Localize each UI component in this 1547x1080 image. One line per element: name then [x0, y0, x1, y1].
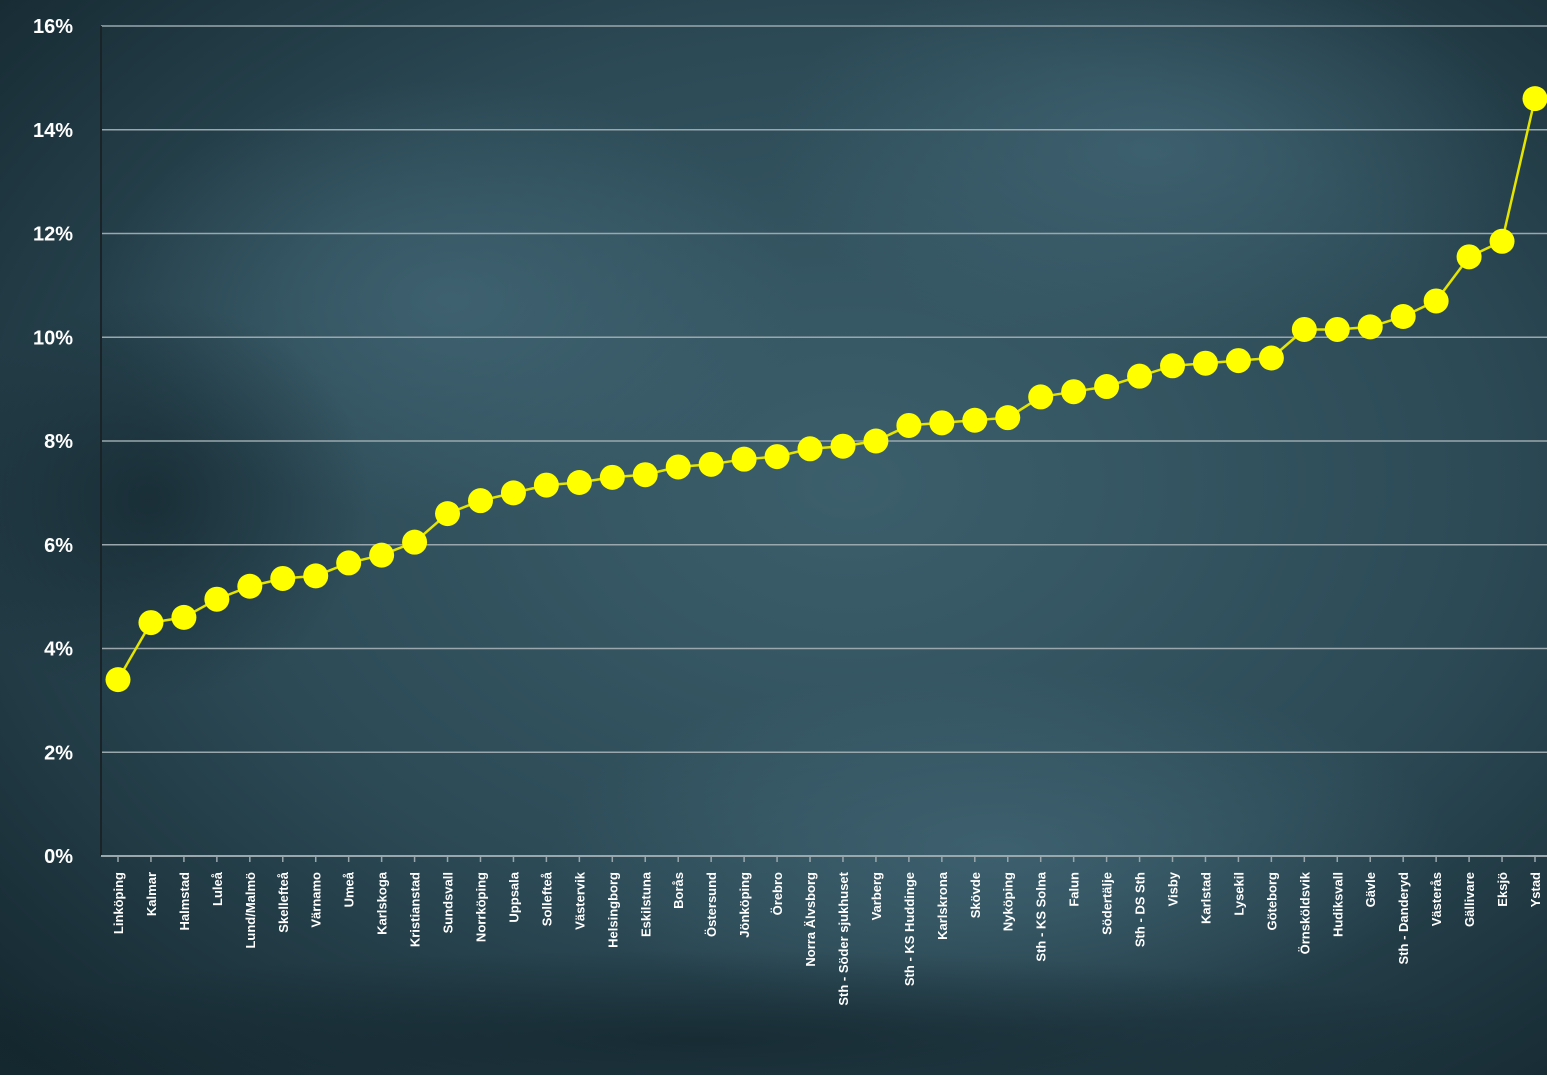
data-point	[336, 550, 361, 575]
x-tick-label: Jönköping	[737, 872, 752, 938]
x-tick-label: Gävle	[1363, 872, 1378, 907]
x-tick-label: Ystad	[1528, 872, 1543, 907]
data-point	[830, 434, 855, 459]
x-tick-label: Västervik	[572, 871, 587, 930]
data-point	[1457, 244, 1482, 269]
x-tick-label: Sth - DS Sth	[1133, 872, 1148, 947]
data-point	[171, 605, 196, 630]
data-point	[732, 447, 757, 472]
y-tick-label: 4%	[44, 639, 73, 661]
data-point	[435, 501, 460, 526]
y-tick-label: 6%	[44, 535, 73, 557]
data-point	[138, 610, 163, 635]
y-tick-label: 8%	[44, 431, 73, 453]
x-tick-label: Skellefteå	[276, 871, 291, 932]
y-tick-label: 10%	[33, 327, 73, 349]
data-point	[369, 543, 394, 568]
x-tick-label: Södertälje	[1100, 872, 1115, 935]
x-tick-label: Sundsvall	[441, 872, 456, 933]
x-tick-label: Skövde	[968, 872, 983, 918]
data-point	[402, 530, 427, 555]
data-point	[534, 473, 559, 498]
data-point	[1391, 304, 1416, 329]
data-point	[237, 574, 262, 599]
x-tick-label: Hudiksvall	[1330, 872, 1345, 937]
data-point	[1160, 353, 1185, 378]
data-point	[600, 465, 625, 490]
data-point	[1028, 384, 1053, 409]
x-tick-label: Helsingborg	[605, 872, 620, 948]
data-point	[1523, 86, 1547, 111]
data-point	[1061, 379, 1086, 404]
y-tick-label: 0%	[44, 846, 73, 868]
x-tick-label: Gällivare	[1462, 872, 1477, 927]
x-tick-label: Kalmar	[144, 872, 159, 916]
data-point	[270, 566, 295, 591]
x-tick-label: Örnsköldsvik	[1297, 871, 1312, 954]
x-tick-label: Eksjö	[1495, 872, 1510, 907]
y-tick-label: 14%	[33, 120, 73, 142]
x-tick-label: Linköping	[111, 872, 126, 934]
x-tick-label: Luleå	[210, 871, 225, 906]
x-tick-label: Västerås	[1429, 872, 1444, 926]
x-tick-label: Eskilstuna	[638, 871, 653, 937]
data-point	[962, 408, 987, 433]
data-point	[106, 667, 131, 692]
data-point	[863, 429, 888, 454]
x-tick-label: Örebro	[770, 872, 785, 915]
data-point	[501, 480, 526, 505]
data-point	[1259, 346, 1284, 371]
x-tick-label: Norrköping	[473, 872, 488, 942]
x-tick-label: Karlstad	[1198, 872, 1213, 924]
x-tick-label: Sth - Söder sjukhuset	[836, 871, 851, 1005]
data-point	[765, 444, 790, 469]
x-tick-label: Sth - KS Huddinge	[902, 872, 917, 986]
x-tick-label: Sth - Danderyd	[1396, 872, 1411, 965]
x-tick-label: Borås	[671, 872, 686, 909]
x-tick-label: Lysekil	[1231, 872, 1246, 916]
data-point	[1325, 317, 1350, 342]
data-point	[699, 452, 724, 477]
data-point	[798, 436, 823, 461]
data-point	[1424, 288, 1449, 313]
data-point	[204, 587, 229, 612]
x-tick-label: Visby	[1166, 871, 1181, 906]
data-point	[303, 563, 328, 588]
y-tick-label: 16%	[33, 16, 73, 38]
data-point	[666, 454, 691, 479]
x-tick-label: Halmstad	[177, 872, 192, 931]
data-point	[1358, 314, 1383, 339]
x-tick-label: Uppsala	[506, 871, 521, 922]
x-tick-label: Lund/Malmö	[243, 872, 258, 949]
y-tick-label: 12%	[33, 224, 73, 246]
data-point	[468, 488, 493, 513]
x-tick-label: Sth - KS Solna	[1034, 871, 1049, 961]
x-tick-label: Värnamo	[309, 872, 324, 928]
data-point	[995, 405, 1020, 430]
x-tick-label: Östersund	[704, 872, 719, 937]
data-point	[896, 413, 921, 438]
data-point	[1226, 348, 1251, 373]
data-point	[1292, 317, 1317, 342]
x-tick-label: Nyköping	[1001, 872, 1016, 931]
y-tick-label: 2%	[44, 742, 73, 764]
data-point	[1490, 229, 1515, 254]
x-tick-label: Umeå	[342, 871, 357, 907]
data-point	[929, 410, 954, 435]
data-point	[1094, 374, 1119, 399]
data-point	[567, 470, 592, 495]
x-tick-label: Varberg	[869, 872, 884, 920]
data-point	[1193, 351, 1218, 376]
data-point	[633, 462, 658, 487]
x-tick-label: Göteborg	[1264, 872, 1279, 931]
x-tick-label: Sollefteå	[539, 871, 554, 926]
data-point	[1127, 364, 1152, 389]
x-tick-label: Kristianstad	[408, 872, 423, 947]
x-tick-label: Norra Älvsborg	[803, 872, 818, 967]
x-tick-label: Karlskrona	[935, 871, 950, 940]
x-tick-label: Karlskoga	[375, 871, 390, 935]
x-tick-label: Falun	[1067, 872, 1082, 907]
